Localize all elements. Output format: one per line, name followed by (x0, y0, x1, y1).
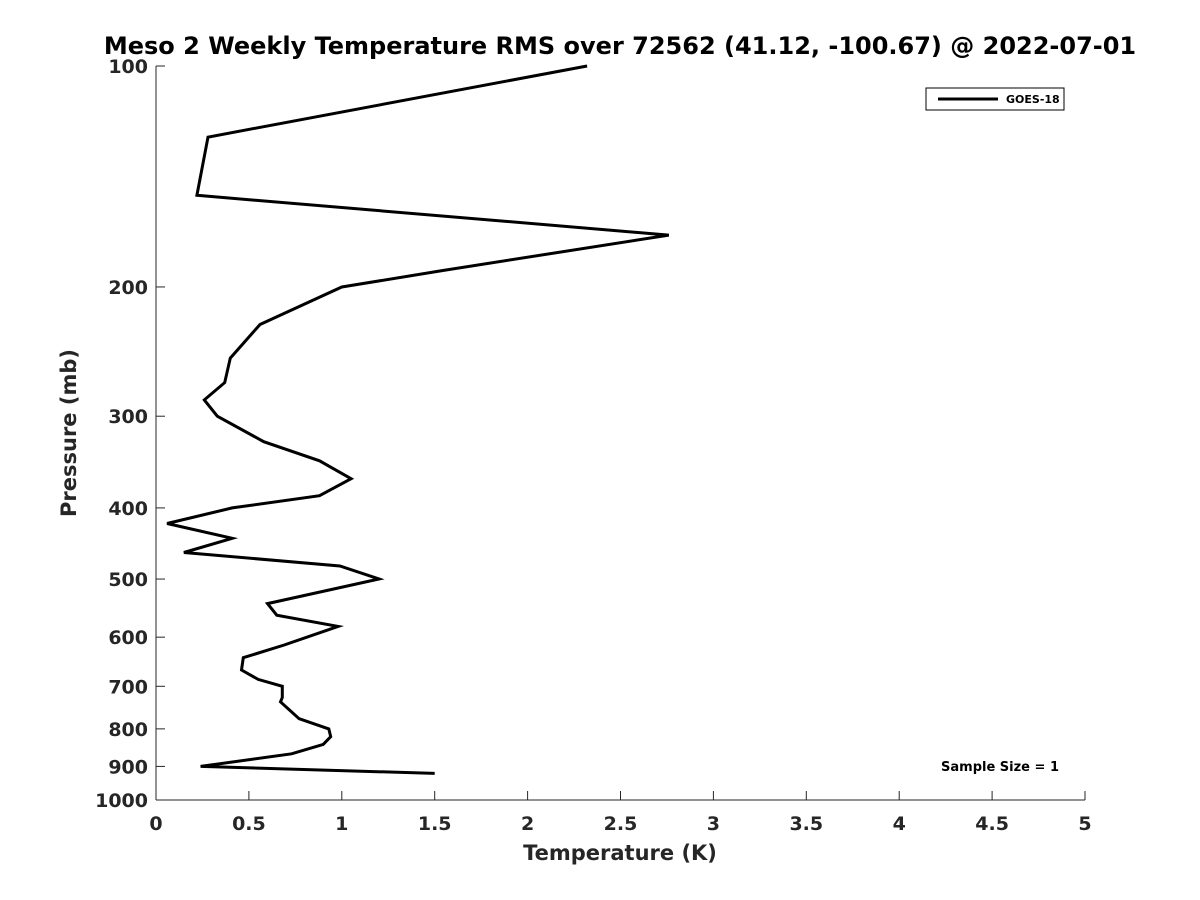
y-tick-label: 300 (108, 406, 148, 428)
y-tick-label: 700 (108, 676, 148, 698)
y-tick-label: 800 (108, 719, 148, 741)
y-tick-label: 1000 (95, 790, 148, 812)
y-tick-label: 500 (108, 569, 148, 591)
x-tick-label: 3 (707, 813, 720, 835)
sample-size-annotation: Sample Size = 1 (941, 760, 1059, 775)
x-tick-label: 1 (335, 813, 348, 835)
legend-label-goes-18: GOES-18 (1006, 93, 1060, 106)
y-tick-label: 600 (108, 627, 148, 649)
x-tick-label: 4 (893, 813, 906, 835)
legend: GOES-18 (925, 87, 1065, 111)
axes (155, 66, 1085, 801)
chart-title: Meso 2 Weekly Temperature RMS over 72562… (104, 32, 1136, 60)
y-axis-label: Pressure (mb) (57, 349, 81, 517)
series-layer (166, 64, 670, 775)
x-tick-label: 1.5 (418, 813, 452, 835)
x-tick-label: 3.5 (789, 813, 823, 835)
x-ticks: 0 0.5 1 1.5 2 2.5 3 3.5 4 4.5 5 (149, 791, 1092, 835)
series-line-goes-18 (166, 64, 670, 775)
x-tick-label: 5 (1078, 813, 1091, 835)
x-tick-label: 0 (149, 813, 162, 835)
x-tick-label: 0.5 (232, 813, 266, 835)
y-tick-label: 900 (108, 756, 148, 778)
x-tick-label: 2 (521, 813, 534, 835)
x-axis-label: Temperature (K) (523, 841, 717, 865)
y-tick-label: 100 (108, 56, 148, 78)
y-tick-label: 400 (108, 498, 148, 520)
x-tick-label: 2.5 (604, 813, 638, 835)
y-tick-label: 200 (108, 277, 148, 299)
y-ticks: 100 200 300 400 500 600 700 800 900 1000 (95, 56, 165, 812)
x-tick-label: 4.5 (975, 813, 1009, 835)
